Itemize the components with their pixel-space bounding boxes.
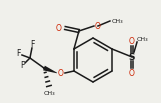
Text: O: O — [129, 36, 135, 46]
Text: F: F — [16, 49, 20, 57]
Text: S: S — [129, 53, 135, 61]
Text: F: F — [20, 61, 24, 70]
Text: O: O — [56, 23, 62, 33]
Text: CH₃: CH₃ — [137, 36, 149, 42]
Text: O: O — [58, 68, 64, 77]
Text: O: O — [129, 68, 135, 77]
Polygon shape — [43, 66, 57, 73]
Text: F: F — [30, 39, 34, 49]
Text: O: O — [95, 22, 101, 30]
Text: CH₃: CH₃ — [43, 91, 55, 96]
Text: CH₃: CH₃ — [112, 19, 124, 23]
